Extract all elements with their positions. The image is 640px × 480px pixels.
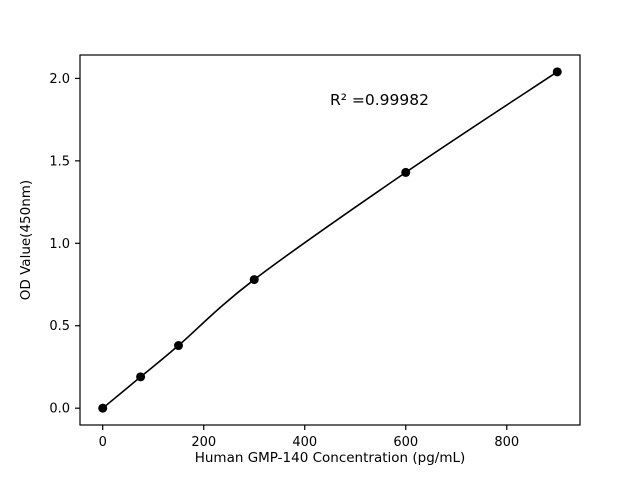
plot-frame xyxy=(79,54,581,426)
data-point-marker xyxy=(98,403,108,413)
r-squared-annotation: R² =0.99982 xyxy=(330,91,429,109)
y-axis-ticks: 0.0 0.5 1.0 1.5 2.0 xyxy=(49,72,80,417)
data-point-marker xyxy=(249,275,259,285)
y-tick-label: 1.5 xyxy=(49,154,70,169)
y-axis-label: OD Value(450nm) xyxy=(18,180,34,300)
x-tick-label: 600 xyxy=(393,435,418,450)
data-points xyxy=(98,67,562,413)
data-point-marker xyxy=(552,67,562,77)
y-tick-label: 2.0 xyxy=(49,72,70,87)
x-tick-label: 800 xyxy=(494,435,519,450)
data-point-marker xyxy=(136,372,146,382)
x-tick-label: 200 xyxy=(191,435,216,450)
y-tick-label: 1.0 xyxy=(49,237,70,252)
x-tick-label: 400 xyxy=(292,435,317,450)
y-tick-label: 0.0 xyxy=(49,402,70,417)
data-point-marker xyxy=(173,341,183,351)
y-tick-label: 0.5 xyxy=(49,319,70,334)
x-axis-label: Human GMP-140 Concentration (pg/mL) xyxy=(195,450,466,466)
data-point-marker xyxy=(401,167,411,177)
x-axis-ticks: 0 200 400 600 800 xyxy=(99,425,519,450)
fit-curve xyxy=(102,71,558,409)
x-tick-label: 0 xyxy=(99,435,107,450)
